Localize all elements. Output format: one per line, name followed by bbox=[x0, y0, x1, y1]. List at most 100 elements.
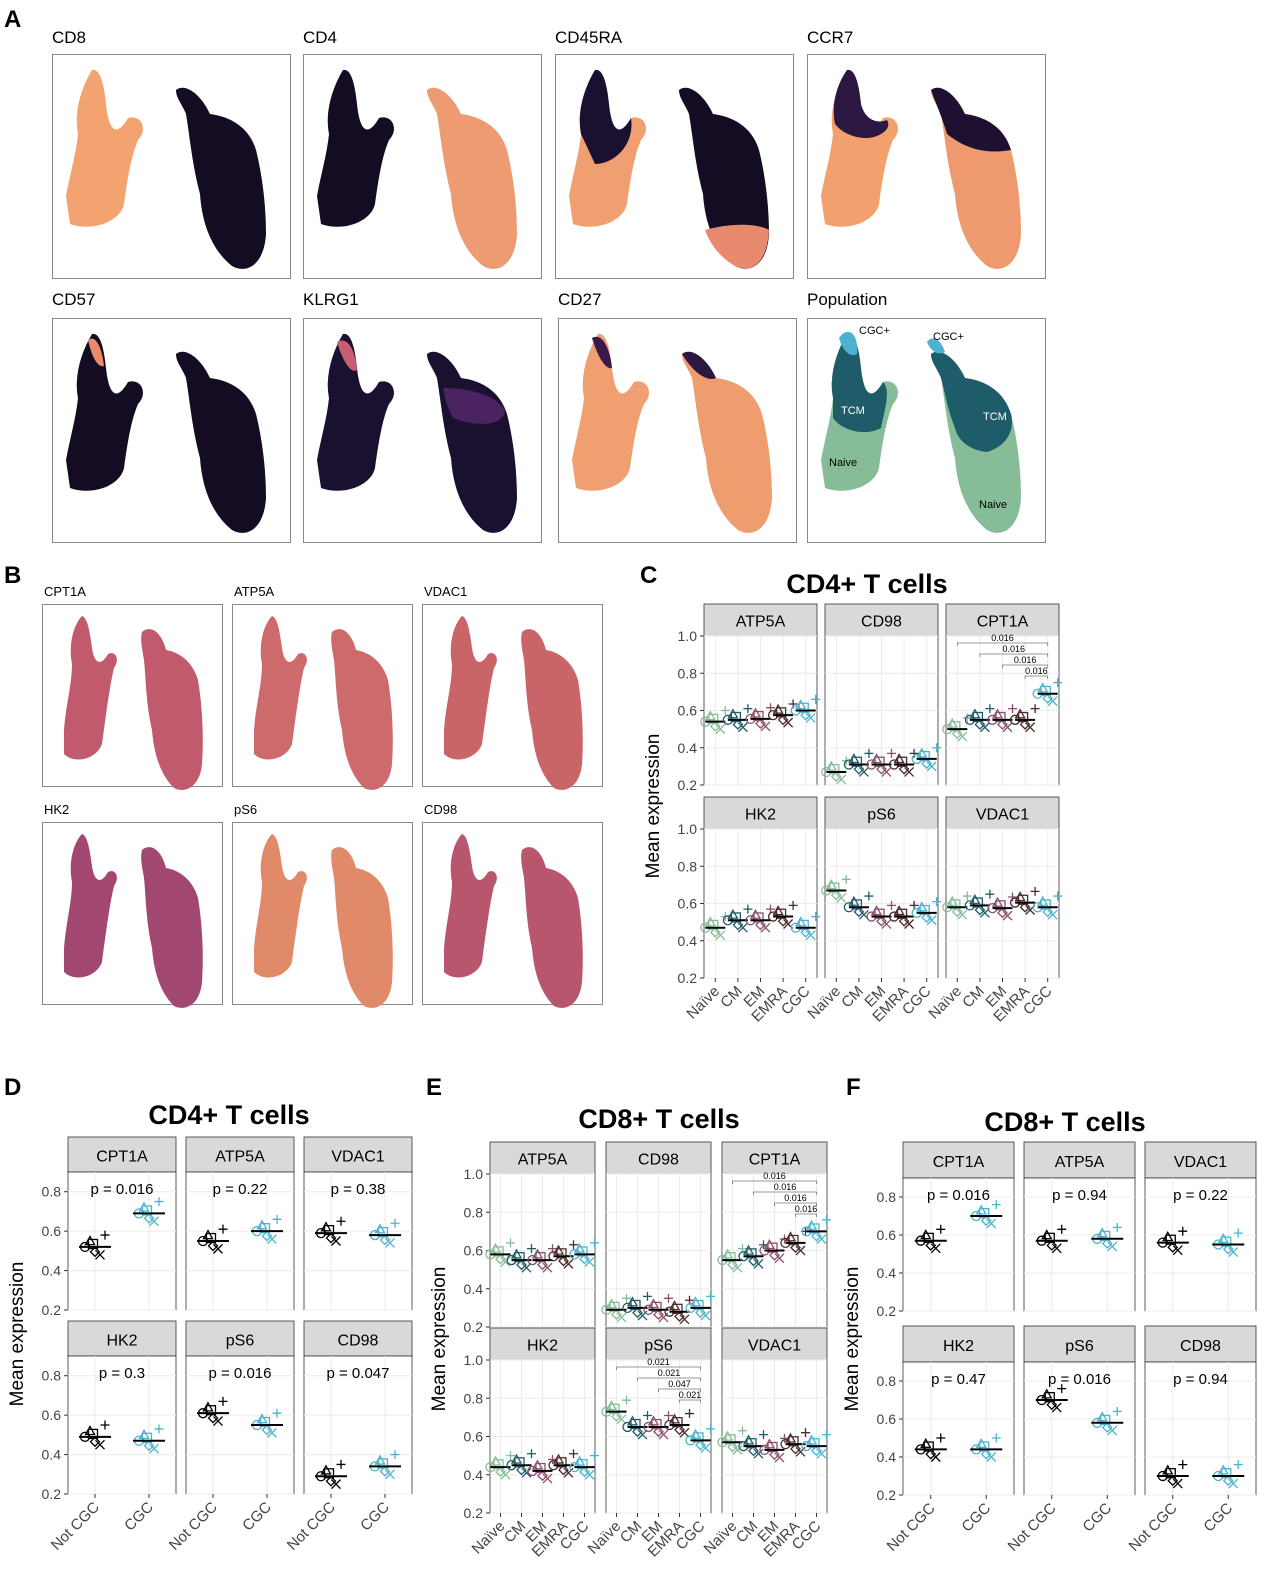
data-point bbox=[695, 1439, 706, 1451]
data-point bbox=[759, 1430, 768, 1440]
facet-strip-label: CPT1A bbox=[96, 1149, 148, 1166]
data-point bbox=[950, 899, 961, 910]
data-point bbox=[218, 1396, 228, 1406]
data-point bbox=[742, 1434, 755, 1445]
facet-strip-label: CPT1A bbox=[933, 1154, 985, 1171]
data-point bbox=[800, 709, 812, 721]
data-point bbox=[972, 897, 984, 908]
umap-title: CD8 bbox=[52, 28, 87, 47]
facet-strip-label: CPT1A bbox=[977, 613, 1029, 630]
data-point bbox=[1047, 696, 1058, 707]
data-point bbox=[881, 767, 892, 777]
data-point bbox=[753, 1448, 764, 1459]
data-point bbox=[1042, 692, 1054, 704]
data-point bbox=[816, 1234, 827, 1244]
data-point bbox=[611, 1309, 622, 1320]
data-point bbox=[830, 889, 842, 901]
data-point bbox=[962, 891, 972, 901]
data-point bbox=[569, 1449, 578, 1459]
data-point bbox=[693, 1299, 704, 1311]
data-point bbox=[974, 719, 986, 730]
data-point bbox=[909, 748, 919, 758]
facet-strip-label: VDAC1 bbox=[1174, 1154, 1227, 1171]
data-point bbox=[748, 1255, 759, 1267]
y-tick-label: 0.8 bbox=[877, 1373, 897, 1389]
facet-strip-label: CD98 bbox=[338, 1333, 379, 1350]
data-point bbox=[805, 930, 816, 941]
data-point bbox=[256, 1219, 268, 1230]
data-point bbox=[205, 1232, 217, 1244]
data-point bbox=[980, 1448, 992, 1460]
facet-strip-label: ATP5A bbox=[736, 613, 786, 630]
data-point bbox=[809, 1223, 820, 1234]
data-point bbox=[1040, 899, 1051, 910]
data-point bbox=[637, 1310, 648, 1321]
data-point bbox=[986, 1218, 997, 1229]
chart-title: CD8+ T cells bbox=[578, 1104, 739, 1134]
x-tick-label: Not CGC bbox=[884, 1500, 939, 1555]
y-tick-label: 0.8 bbox=[42, 1184, 62, 1200]
data-point bbox=[1017, 894, 1029, 905]
data-point bbox=[202, 1401, 214, 1412]
data-point bbox=[527, 1449, 536, 1459]
data-point bbox=[904, 919, 915, 929]
data-point bbox=[100, 1230, 110, 1240]
facet-cd98: CD98 p = 0.047 Not CGC CGC bbox=[284, 1320, 413, 1554]
data-point bbox=[753, 1258, 764, 1269]
significance-bracket bbox=[956, 642, 1049, 646]
facet-strip-label: HK2 bbox=[943, 1338, 974, 1355]
data-point bbox=[822, 1430, 831, 1440]
umap-title: KLRG1 bbox=[303, 290, 359, 309]
y-tick-label: 0.4 bbox=[42, 1263, 62, 1279]
x-tick-label: Not CGC bbox=[1126, 1500, 1181, 1555]
data-point bbox=[898, 763, 910, 775]
data-point bbox=[896, 908, 908, 919]
data-point bbox=[700, 1443, 711, 1453]
data-point bbox=[556, 1248, 567, 1259]
data-point bbox=[149, 1216, 159, 1227]
data-point bbox=[763, 1238, 776, 1250]
facet-ps6: pS6 p = 0.016 Not CGC CGC bbox=[166, 1320, 295, 1554]
y-tick-label: 0.6 bbox=[464, 1243, 484, 1259]
data-point bbox=[926, 915, 937, 926]
data-point bbox=[975, 1437, 987, 1448]
data-point bbox=[377, 1458, 389, 1469]
data-point bbox=[556, 1457, 567, 1468]
data-point bbox=[853, 763, 865, 775]
data-point bbox=[932, 743, 942, 753]
data-point bbox=[679, 1427, 690, 1438]
data-point bbox=[822, 1215, 831, 1225]
data-point bbox=[521, 1467, 532, 1478]
x-tick-label: Naïve bbox=[469, 1518, 509, 1558]
panel-label-b: B bbox=[4, 562, 22, 589]
data-point bbox=[531, 1248, 544, 1259]
y-tick-label: 1.0 bbox=[464, 1352, 484, 1368]
data-point bbox=[774, 1253, 785, 1264]
data-point bbox=[811, 1445, 822, 1457]
data-point bbox=[336, 1459, 346, 1469]
data-point bbox=[997, 907, 1008, 919]
data-point bbox=[379, 1465, 391, 1477]
data-point bbox=[805, 712, 816, 723]
data-point bbox=[1107, 1425, 1118, 1436]
y-tick-label: 0.6 bbox=[464, 1429, 484, 1445]
data-point bbox=[516, 1464, 527, 1476]
panel-label-e: E bbox=[426, 1074, 443, 1101]
y-tick-label: 0.8 bbox=[42, 1368, 62, 1384]
umap-cd57: CD57 bbox=[52, 290, 292, 546]
p-value-label: p = 0.22 bbox=[1173, 1187, 1228, 1204]
data-point bbox=[709, 720, 721, 732]
data-point bbox=[1053, 678, 1063, 688]
data-point bbox=[1233, 1460, 1243, 1470]
data-point bbox=[1017, 711, 1029, 723]
facet-strip-label: CD98 bbox=[861, 613, 902, 630]
data-point bbox=[746, 1248, 757, 1259]
data-point bbox=[138, 1429, 150, 1440]
data-point bbox=[923, 1441, 934, 1452]
data-point bbox=[1030, 704, 1040, 714]
data-point bbox=[760, 922, 771, 933]
data-point bbox=[732, 1444, 743, 1455]
data-point bbox=[1221, 1468, 1232, 1479]
data-point bbox=[1014, 708, 1026, 719]
data-point bbox=[573, 1455, 586, 1466]
